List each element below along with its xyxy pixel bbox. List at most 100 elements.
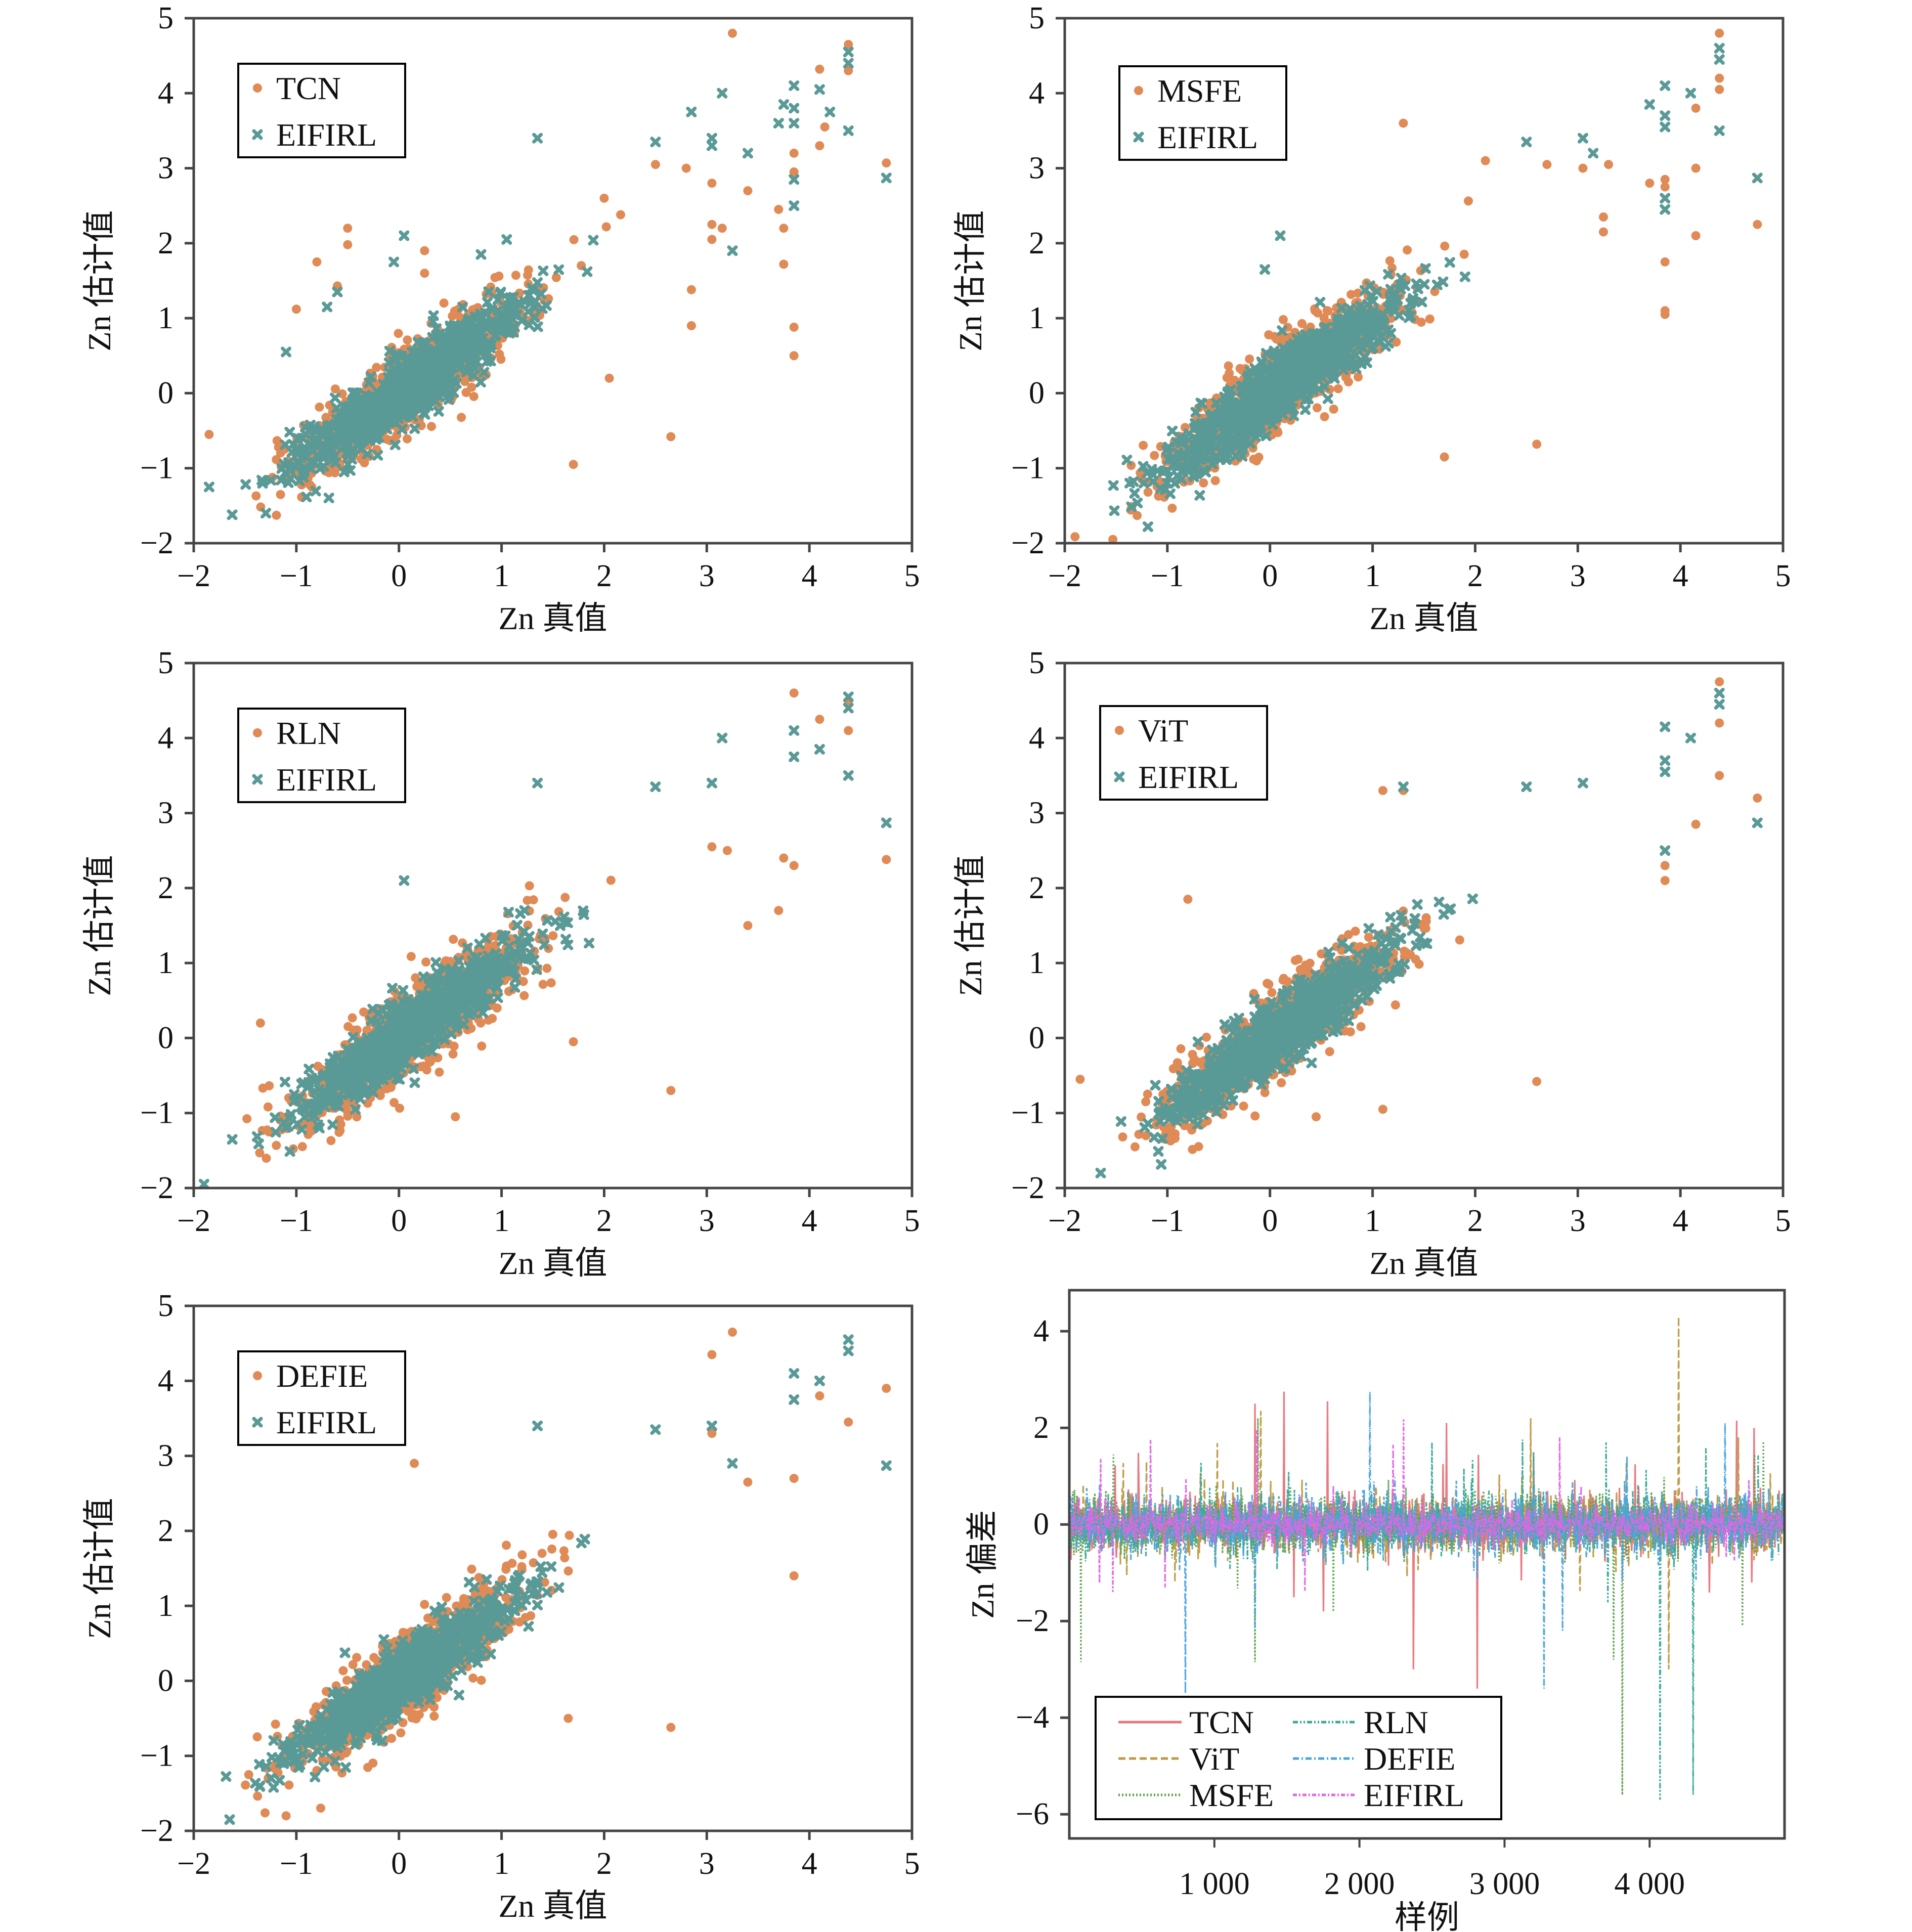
- data-point: [255, 1148, 265, 1158]
- data-point: [1280, 356, 1291, 367]
- data-point: [1327, 353, 1338, 364]
- data-point: [1288, 410, 1299, 421]
- legend-label: EIFIRL: [1157, 119, 1258, 155]
- data-point: [1383, 338, 1394, 349]
- data-point: [462, 319, 473, 330]
- data-point: [322, 301, 333, 313]
- data-point: [284, 1146, 295, 1157]
- data-point: [789, 174, 800, 185]
- data-point: [227, 509, 238, 520]
- data-point: [844, 66, 853, 75]
- data-point: [686, 285, 696, 294]
- data-point: [1644, 99, 1655, 110]
- data-point: [1158, 466, 1169, 477]
- data-point: [1459, 271, 1470, 282]
- data-point: [1108, 480, 1119, 491]
- data-point: [1274, 376, 1285, 387]
- data-point: [1366, 290, 1377, 301]
- data-point: [650, 160, 660, 169]
- data-point: [550, 916, 561, 927]
- legend-label: TCN: [276, 70, 341, 106]
- data-point: [779, 259, 789, 269]
- x-tick-label: 2: [596, 559, 612, 593]
- data-point: [1142, 521, 1153, 532]
- data-point: [1419, 279, 1430, 290]
- data-point: [881, 172, 892, 184]
- data-point: [1248, 393, 1259, 404]
- data-point: [372, 450, 383, 461]
- data-point: [299, 443, 310, 454]
- data-point: [1197, 419, 1208, 430]
- data-point: [1211, 398, 1222, 409]
- data-point: [367, 1003, 378, 1015]
- data-point: [1364, 280, 1375, 291]
- data-point: [548, 931, 558, 941]
- legend-marker-circle-icon: [1134, 86, 1143, 95]
- data-point: [374, 409, 385, 420]
- data-point: [1290, 389, 1301, 400]
- data-point: [519, 991, 529, 1000]
- data-point: [1396, 273, 1407, 284]
- y-tick-label: 4: [1029, 76, 1045, 110]
- data-point: [1209, 452, 1221, 463]
- data-point: [1310, 332, 1321, 343]
- data-point: [1161, 477, 1172, 489]
- data-point: [1301, 343, 1313, 355]
- data-point: [1399, 118, 1408, 128]
- data-point: [1715, 84, 1724, 94]
- data-point: [426, 1057, 436, 1066]
- data-point: [330, 384, 340, 394]
- data-point: [560, 893, 570, 902]
- y-tick-label: 3: [1029, 151, 1045, 186]
- data-point: [297, 1142, 307, 1152]
- data-point: [743, 921, 753, 930]
- data-point: [255, 1018, 265, 1028]
- legend-marker-x-icon: [252, 129, 263, 140]
- data-point: [778, 99, 789, 110]
- data-point: [1300, 329, 1311, 340]
- data-point: [843, 47, 854, 58]
- data-point: [1253, 428, 1265, 439]
- data-point: [569, 235, 579, 244]
- data-point: [343, 224, 353, 233]
- x-tick-label: −1: [280, 559, 313, 593]
- data-point: [707, 842, 717, 852]
- x-tick-label: 5: [904, 559, 920, 593]
- data-point: [457, 301, 468, 313]
- x-tick-label: 4: [802, 559, 817, 593]
- x-tick-label: 0: [1262, 559, 1278, 593]
- data-point: [1404, 304, 1415, 316]
- data-point: [1277, 325, 1288, 336]
- data-point: [843, 58, 854, 69]
- data-point: [824, 106, 836, 117]
- data-point: [477, 1041, 487, 1051]
- data-point: [1128, 476, 1139, 487]
- data-point: [1715, 73, 1724, 83]
- data-point: [467, 337, 478, 348]
- y-tick-label: −2: [140, 526, 173, 560]
- data-point: [312, 257, 322, 267]
- data-point: [1354, 372, 1363, 382]
- data-point: [1378, 319, 1389, 330]
- data-point: [536, 288, 547, 299]
- data-point: [388, 401, 399, 412]
- data-point: [727, 245, 738, 256]
- x-tick-label: 3: [699, 559, 715, 593]
- data-point: [384, 345, 395, 357]
- data-point: [343, 240, 353, 249]
- data-point: [1383, 269, 1394, 280]
- data-point: [1225, 423, 1236, 434]
- data-point: [408, 346, 419, 358]
- data-point: [1339, 328, 1351, 339]
- data-point: [1146, 464, 1157, 475]
- data-point: [479, 367, 490, 378]
- data-point: [1275, 230, 1286, 241]
- data-point: [1367, 310, 1378, 321]
- data-point: [1234, 409, 1245, 420]
- data-point: [204, 430, 214, 439]
- data-point: [433, 381, 445, 392]
- data-point: [350, 1104, 361, 1115]
- data-point: [743, 186, 753, 196]
- data-point: [337, 389, 347, 399]
